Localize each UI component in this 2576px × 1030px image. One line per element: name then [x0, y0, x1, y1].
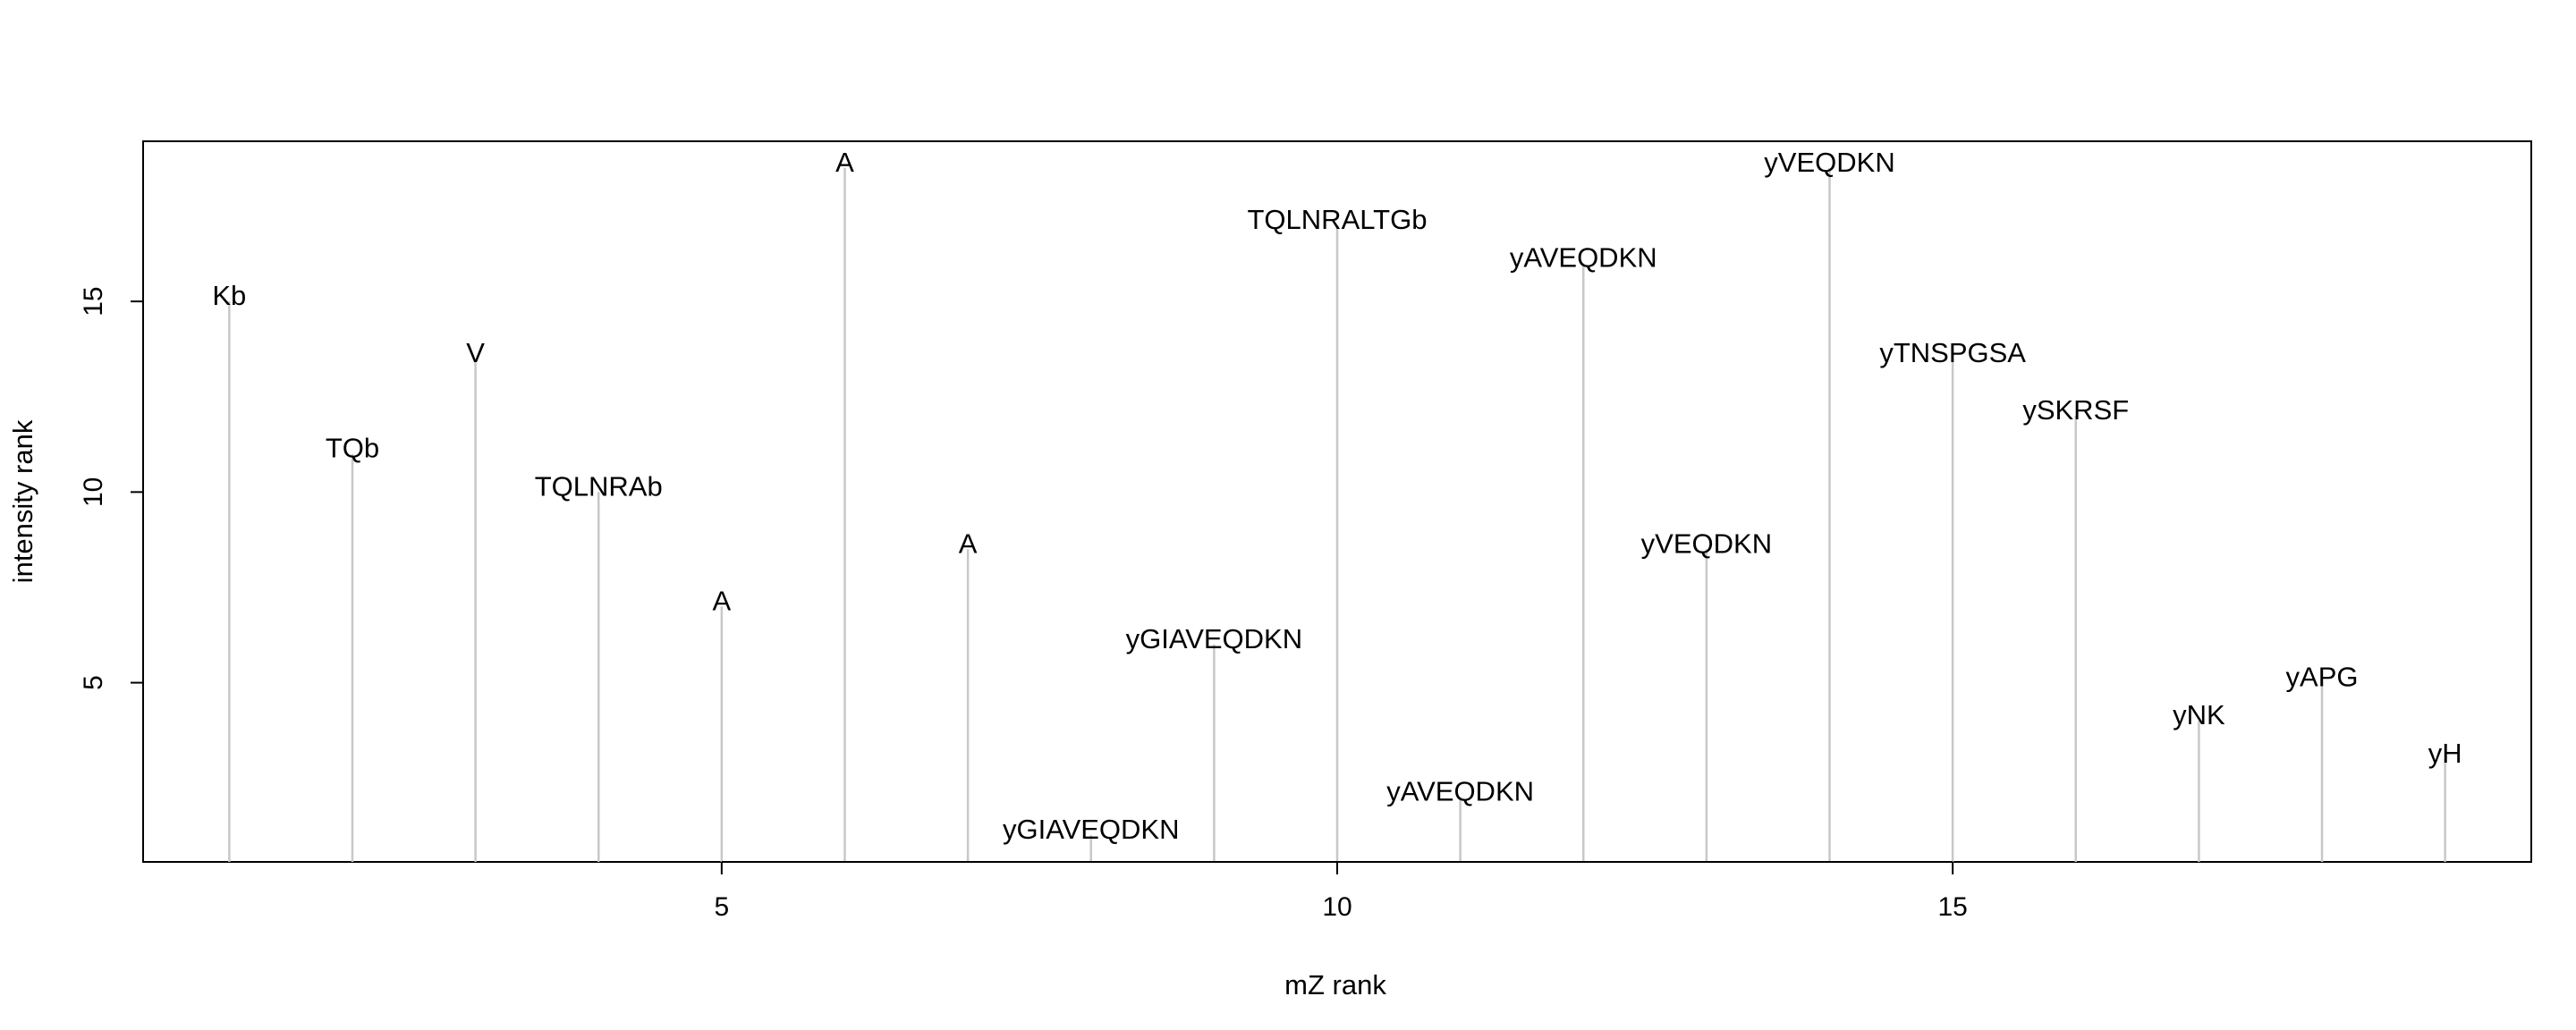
x-tick-label-10: 10	[1322, 892, 1352, 922]
y-axis-label: intensity rank	[7, 419, 38, 583]
peak-label-12: yAVEQDKN	[1510, 241, 1657, 273]
y-tick-label-5: 5	[79, 675, 108, 690]
peak-label-1: Kb	[212, 280, 246, 311]
peak-label-11: yAVEQDKN	[1386, 776, 1534, 807]
y-tick-label-10: 10	[79, 477, 108, 507]
x-tick-label-15: 15	[1937, 892, 1967, 922]
peak-label-8: yGIAVEQDKN	[1003, 814, 1180, 845]
peak-label-6: A	[835, 147, 854, 178]
peak-label-4: TQLNRAb	[535, 470, 663, 502]
x-tick-label-5: 5	[715, 892, 730, 922]
peak-label-16: ySKRSF	[2022, 394, 2129, 426]
peak-label-17: yNK	[2173, 699, 2225, 730]
x-axis-label: mZ rank	[1284, 969, 1386, 1000]
peak-label-19: yH	[2428, 738, 2462, 769]
peak-label-7: A	[959, 528, 978, 559]
y-axis: 5 10 15	[79, 286, 144, 690]
spike-layer	[228, 167, 2446, 862]
peak-label-13: yVEQDKN	[1641, 528, 1772, 559]
peak-label-9: yGIAVEQDKN	[1126, 623, 1303, 654]
peak-label-18: yAPG	[2286, 662, 2359, 693]
peak-label-14: yVEQDKN	[1764, 147, 1894, 178]
peak-label-10: TQLNRALTGb	[1248, 204, 1428, 235]
x-axis: 5 10 15	[715, 861, 1968, 922]
peak-label-15: yTNSPGSA	[1879, 337, 2026, 368]
y-tick-label-15: 15	[79, 286, 108, 316]
peak-label-3: V	[466, 337, 485, 368]
peak-label-2: TQb	[326, 433, 379, 464]
peak-label-5: A	[713, 585, 732, 616]
